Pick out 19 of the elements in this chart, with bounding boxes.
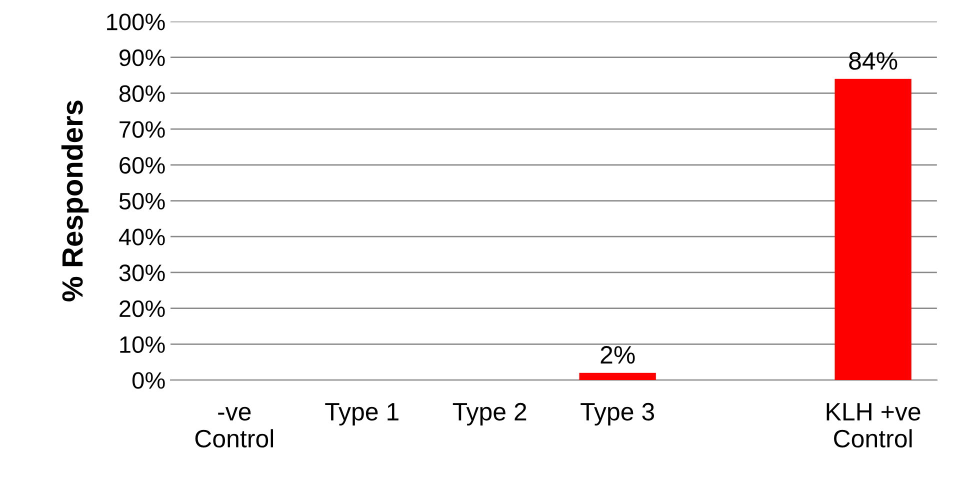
x-tick-label: KLH +ve Control	[826, 403, 920, 448]
x-tick-label: -ve Control	[195, 406, 274, 448]
y-tick-label: 0%	[132, 372, 165, 389]
data-label: 84%	[849, 52, 898, 70]
x-tick-label: Type 1	[325, 403, 398, 426]
y-axis-title: % Responders	[61, 100, 89, 302]
y-tick-label: 30%	[119, 264, 165, 282]
y-tick-label: 40%	[118, 228, 165, 246]
y-tick-label: 20%	[120, 300, 165, 318]
x-tick-label: Type 2	[452, 402, 526, 426]
y-tick-label: 80%	[119, 85, 165, 102]
y-tick-label: 100%	[107, 14, 165, 30]
y-tick-label: 10%	[120, 336, 165, 353]
x-tick-label: Type 3	[580, 402, 654, 426]
y-tick-label: 60%	[120, 156, 165, 174]
y-tick-label: 70%	[120, 121, 165, 138]
data-label: 2%	[600, 346, 635, 364]
y-tick-label: 90%	[120, 49, 165, 66]
y-tick-label: 50%	[119, 192, 165, 210]
